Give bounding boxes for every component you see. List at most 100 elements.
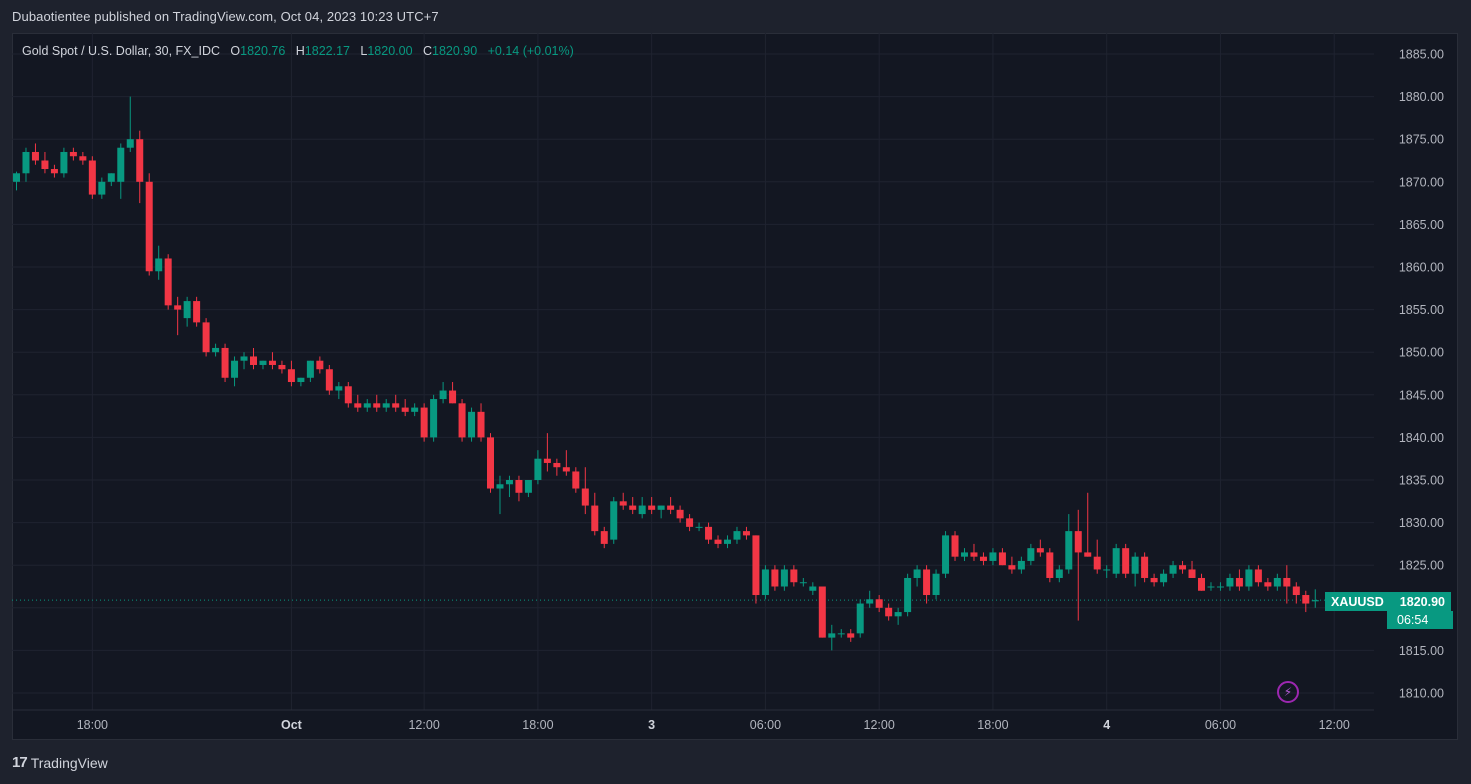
- candle: [1311, 589, 1319, 608]
- candle-body: [686, 518, 694, 527]
- candle-body: [250, 356, 257, 365]
- candle-body: [1302, 595, 1310, 604]
- candle: [1188, 560, 1196, 578]
- candle: [913, 565, 921, 587]
- candle: [79, 151, 87, 165]
- candle-body: [1179, 565, 1187, 570]
- candle-body: [1074, 531, 1082, 553]
- candle-body: [69, 151, 77, 157]
- candle-body: [1254, 569, 1262, 583]
- candle: [629, 497, 637, 515]
- candle: [250, 347, 257, 370]
- candle-body: [221, 347, 229, 378]
- x-tick-label: 3: [648, 718, 655, 732]
- price-axis[interactable]: 1885.00 1880.00 1875.00 1870.00 1865.00 1860.…: [1399, 48, 1444, 701]
- candle-body: [477, 411, 485, 438]
- candle: [22, 147, 30, 182]
- candle: [818, 586, 826, 638]
- candle-body: [22, 151, 30, 174]
- close-value: 1820.90: [432, 44, 478, 58]
- candle-body: [705, 526, 713, 540]
- candle: [657, 505, 665, 519]
- candle-body: [487, 437, 494, 489]
- candle-body: [714, 539, 722, 544]
- candle-body: [885, 607, 893, 617]
- candle: [1264, 577, 1272, 591]
- candle: [297, 377, 305, 387]
- candle-body: [771, 569, 779, 587]
- candle: [695, 522, 703, 532]
- candle-body: [98, 181, 106, 195]
- candle-body: [50, 169, 58, 174]
- candle-body: [970, 552, 978, 557]
- candle: [1074, 509, 1082, 621]
- y-tick-label: 1880.00: [1399, 90, 1444, 104]
- candle: [268, 352, 276, 370]
- candle: [752, 535, 760, 604]
- footer-brand[interactable]: 17 TradingView: [12, 754, 108, 771]
- candle: [354, 394, 362, 412]
- candle-body: [837, 633, 845, 635]
- candle: [193, 296, 201, 327]
- candle: [41, 151, 49, 174]
- flash-icon[interactable]: ⚡: [1277, 681, 1299, 703]
- candle: [202, 318, 210, 357]
- candle: [306, 360, 314, 383]
- candle: [392, 394, 400, 412]
- candle-body: [1141, 556, 1149, 578]
- y-tick-label: 1870.00: [1399, 175, 1444, 189]
- candle: [1027, 543, 1035, 566]
- candle-body: [989, 552, 997, 561]
- chart-pane[interactable]: [12, 33, 1458, 740]
- time-axis[interactable]: 18:00 Oct 12:00 18:00 3 06:00 12:00 18:00 4 06:00…: [12, 709, 1374, 732]
- candle: [809, 582, 817, 596]
- candle: [1160, 569, 1168, 587]
- candle-body: [600, 531, 608, 544]
- y-tick-label: 1855.00: [1399, 303, 1444, 317]
- candle-body: [809, 586, 817, 591]
- candle-body: [1292, 586, 1300, 596]
- candle-body: [742, 531, 750, 536]
- candle: [430, 394, 438, 442]
- candle: [543, 433, 551, 472]
- candle: [1122, 543, 1130, 578]
- candle: [155, 245, 163, 280]
- candle: [164, 254, 172, 310]
- candle-body: [648, 505, 656, 510]
- x-tick-label: 12:00: [864, 718, 895, 732]
- candle: [1226, 573, 1234, 591]
- candle: [553, 458, 561, 476]
- candle-body: [724, 539, 731, 544]
- candle-body: [515, 480, 523, 493]
- candle-body: [31, 151, 39, 161]
- candle: [487, 433, 494, 493]
- y-tick-label: 1835.00: [1399, 474, 1444, 488]
- candle: [136, 130, 144, 204]
- candle: [468, 407, 476, 442]
- candle-body: [591, 505, 599, 532]
- candle: [1065, 514, 1073, 574]
- candle: [69, 147, 77, 161]
- candlestick-chart[interactable]: 1885.00 1880.00 1875.00 1870.00 1865.00 1860.…: [12, 33, 1458, 740]
- candle: [524, 480, 532, 498]
- candle-body: [667, 505, 675, 510]
- candle: [439, 382, 447, 404]
- candle-body: [638, 505, 646, 515]
- candle-body: [240, 356, 248, 361]
- candle-body: [581, 488, 589, 506]
- candle: [600, 526, 608, 549]
- candle: [382, 399, 390, 412]
- high-label: H: [295, 44, 305, 58]
- x-tick-label: 18:00: [522, 718, 553, 732]
- candle: [1112, 543, 1120, 578]
- candle: [1055, 565, 1063, 583]
- candle-body: [136, 139, 144, 182]
- symbol-legend[interactable]: Gold Spot / U.S. Dollar, 30, FX_IDC O182…: [22, 44, 574, 58]
- candle: [126, 96, 134, 152]
- y-tick-label: 1850.00: [1399, 346, 1444, 360]
- candle: [885, 603, 893, 621]
- candle-body: [297, 377, 305, 383]
- candle: [742, 526, 750, 540]
- candle-body: [923, 569, 931, 596]
- candle: [31, 143, 39, 165]
